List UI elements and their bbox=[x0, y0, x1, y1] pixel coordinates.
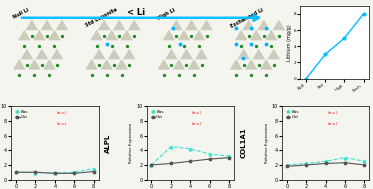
Polygon shape bbox=[25, 19, 39, 30]
Polygon shape bbox=[47, 29, 61, 41]
Polygon shape bbox=[267, 48, 281, 60]
Polygon shape bbox=[234, 29, 248, 41]
Polygon shape bbox=[115, 58, 129, 70]
Polygon shape bbox=[172, 58, 186, 70]
Polygon shape bbox=[187, 58, 201, 70]
Polygon shape bbox=[157, 58, 171, 70]
Polygon shape bbox=[90, 29, 104, 41]
Polygon shape bbox=[120, 29, 134, 41]
Polygon shape bbox=[18, 29, 31, 41]
Text: ALPL: ALPL bbox=[105, 133, 111, 153]
Legend: Bas, Ost: Bas, Ost bbox=[285, 108, 300, 120]
Polygon shape bbox=[252, 48, 266, 60]
Polygon shape bbox=[35, 48, 49, 60]
Polygon shape bbox=[100, 58, 113, 70]
Polygon shape bbox=[200, 19, 213, 30]
Y-axis label: Relative Expression: Relative Expression bbox=[129, 123, 134, 163]
Text: (n.s.): (n.s.) bbox=[57, 122, 67, 126]
Text: Std Laponite: Std Laponite bbox=[85, 7, 118, 28]
Polygon shape bbox=[237, 48, 251, 60]
Legend: Bas, Ost: Bas, Ost bbox=[150, 108, 165, 120]
Polygon shape bbox=[244, 58, 258, 70]
Polygon shape bbox=[97, 19, 111, 30]
Polygon shape bbox=[55, 19, 69, 30]
Polygon shape bbox=[257, 19, 271, 30]
Legend: Bas, Ost: Bas, Ost bbox=[14, 108, 29, 120]
Polygon shape bbox=[177, 29, 191, 41]
Text: (n.s.): (n.s.) bbox=[327, 111, 338, 115]
Polygon shape bbox=[85, 58, 98, 70]
Polygon shape bbox=[20, 48, 34, 60]
Polygon shape bbox=[12, 58, 26, 70]
Polygon shape bbox=[105, 29, 119, 41]
Polygon shape bbox=[185, 19, 198, 30]
Polygon shape bbox=[192, 29, 206, 41]
Polygon shape bbox=[50, 48, 64, 60]
Text: (n.s.): (n.s.) bbox=[327, 122, 338, 126]
Polygon shape bbox=[195, 48, 209, 60]
Polygon shape bbox=[107, 48, 121, 60]
Polygon shape bbox=[162, 29, 176, 41]
Text: Null Li: Null Li bbox=[12, 7, 30, 20]
Text: COL1A1: COL1A1 bbox=[241, 128, 247, 158]
Text: < Li: < Li bbox=[128, 9, 145, 17]
Polygon shape bbox=[43, 58, 56, 70]
Text: (n.s.): (n.s.) bbox=[192, 111, 203, 115]
Polygon shape bbox=[249, 29, 263, 41]
Polygon shape bbox=[122, 48, 136, 60]
Polygon shape bbox=[259, 58, 273, 70]
Text: (n.s.): (n.s.) bbox=[57, 111, 67, 115]
Polygon shape bbox=[40, 19, 54, 30]
Text: (n.s.): (n.s.) bbox=[192, 122, 203, 126]
Text: Exchanged Li: Exchanged Li bbox=[229, 7, 264, 29]
Polygon shape bbox=[127, 19, 141, 30]
Text: High Li: High Li bbox=[157, 7, 176, 21]
Y-axis label: Relative Expression: Relative Expression bbox=[265, 123, 269, 163]
Polygon shape bbox=[112, 19, 126, 30]
Y-axis label: Lithium (mg/g): Lithium (mg/g) bbox=[287, 24, 292, 60]
Polygon shape bbox=[164, 48, 178, 60]
Polygon shape bbox=[272, 19, 286, 30]
Polygon shape bbox=[229, 58, 243, 70]
Polygon shape bbox=[242, 19, 256, 30]
Polygon shape bbox=[179, 48, 193, 60]
Polygon shape bbox=[92, 48, 106, 60]
Polygon shape bbox=[32, 29, 46, 41]
Polygon shape bbox=[264, 29, 278, 41]
Polygon shape bbox=[28, 58, 41, 70]
Polygon shape bbox=[170, 19, 184, 30]
